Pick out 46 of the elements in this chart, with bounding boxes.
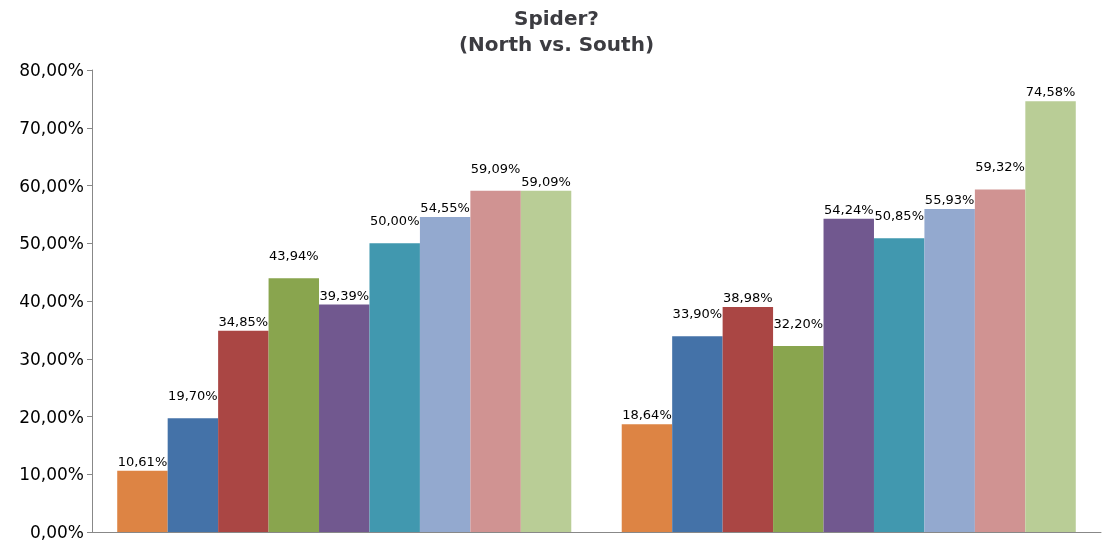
bar: [167, 418, 219, 532]
chart-title: Spider? (North vs. South): [458, 6, 655, 56]
data-label: 19,70%: [168, 388, 218, 404]
bar: [1025, 101, 1076, 532]
data-label: 50,85%: [874, 208, 924, 224]
data-label: 10,61%: [117, 453, 168, 469]
bar: [672, 336, 723, 532]
bar: [924, 209, 975, 532]
y-tick-label: 0,00%: [29, 522, 84, 542]
data-label: 54,24%: [823, 201, 874, 217]
bar: [419, 216, 471, 532]
bar: [773, 346, 824, 532]
y-tick-label: 10,00%: [19, 464, 84, 485]
y-tick-label: 80,00%: [19, 60, 84, 80]
bar: [268, 278, 320, 532]
bar: [873, 238, 925, 532]
data-label: 59,09%: [521, 173, 571, 189]
y-tick-label: 40,00%: [19, 291, 84, 311]
bar: [722, 306, 774, 532]
data-label: 59,32%: [975, 159, 1025, 175]
bar: [520, 190, 572, 532]
bar: [823, 218, 874, 532]
bar: [369, 243, 420, 532]
y-tick-label: 60,00%: [19, 175, 84, 196]
bar: [974, 189, 1026, 532]
data-label: 55,93%: [924, 192, 975, 207]
bar: [319, 304, 370, 532]
data-label: 39,39%: [319, 287, 370, 303]
bar: [218, 330, 269, 532]
data-label: 18,64%: [622, 407, 672, 423]
data-label: 74,58%: [1025, 84, 1076, 100]
y-tick-label: 50,00%: [19, 233, 84, 254]
y-tick-label: 20,00%: [19, 406, 84, 427]
bar: [470, 190, 521, 532]
bar: [117, 470, 168, 532]
data-label: 43,94%: [269, 248, 319, 264]
data-label: 34,85%: [218, 313, 269, 329]
data-label: 54,55%: [420, 199, 470, 215]
data-label: 38,98%: [723, 289, 773, 305]
data-label: 50,00%: [369, 213, 420, 229]
y-tick-label: 70,00%: [19, 117, 84, 138]
data-label: 32,20%: [773, 316, 824, 332]
data-label: 33,90%: [672, 306, 723, 322]
y-tick-label: 30,00%: [19, 348, 84, 369]
data-label: 59,09%: [470, 160, 521, 176]
bar: [621, 424, 673, 532]
